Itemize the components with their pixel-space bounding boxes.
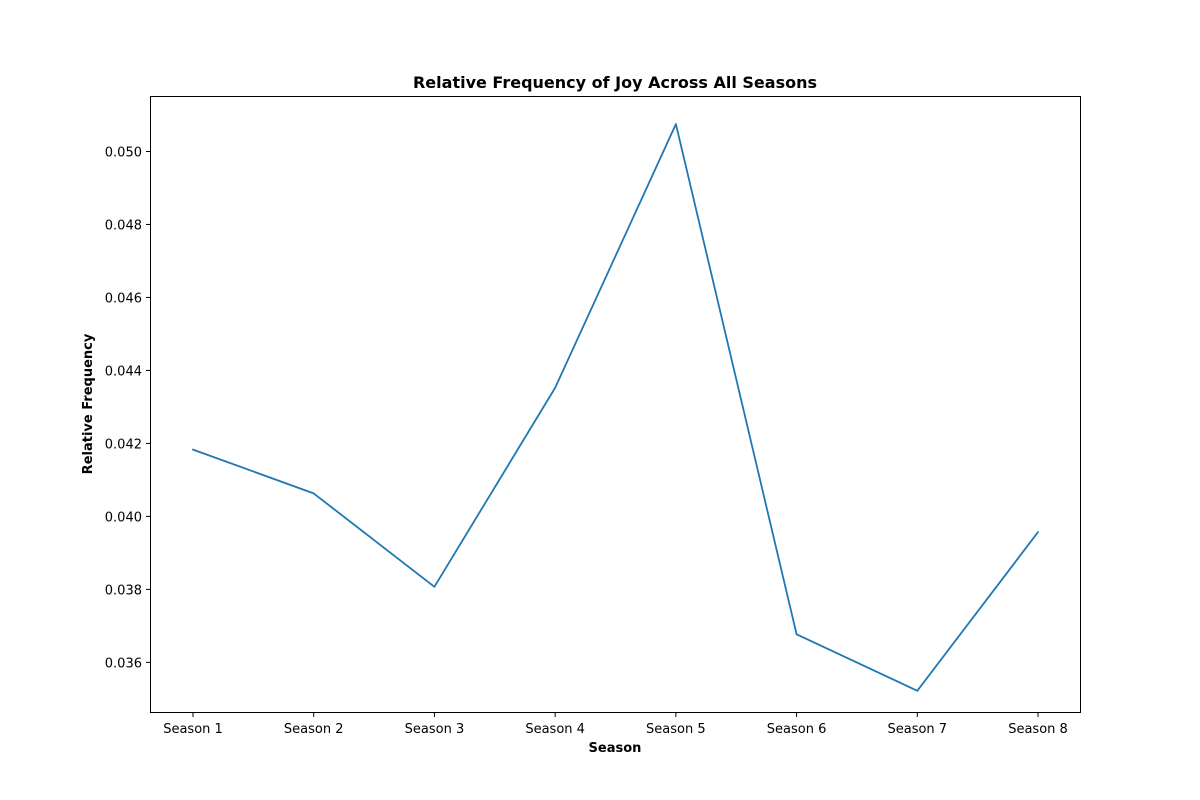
x-tick-label: Season 3 xyxy=(405,722,465,737)
x-tick-label: Season 7 xyxy=(887,722,947,737)
y-tick-label: 0.036 xyxy=(105,656,142,671)
y-tick-label: 0.040 xyxy=(105,510,142,525)
y-tick-label: 0.046 xyxy=(105,291,142,306)
plot-area-frame xyxy=(150,96,1081,713)
chart-title: Relative Frequency of Joy Across All Sea… xyxy=(413,73,817,92)
x-tick-label: Season 5 xyxy=(646,722,706,737)
x-tick-label: Season 4 xyxy=(525,722,585,737)
y-tick-label: 0.038 xyxy=(105,583,142,598)
x-tick-label: Season 6 xyxy=(767,722,827,737)
x-tick-label: Season 8 xyxy=(1008,722,1068,737)
y-tick-label: 0.050 xyxy=(105,145,142,160)
x-axis-label: Season xyxy=(589,741,642,756)
y-tick-label: 0.044 xyxy=(105,364,142,379)
series-line-joy xyxy=(192,123,1039,692)
y-tick-label: 0.048 xyxy=(105,218,142,233)
x-tick-label: Season 2 xyxy=(284,722,344,737)
y-tick-label: 0.042 xyxy=(105,437,142,452)
y-axis-label: Relative Frequency xyxy=(81,333,96,474)
y-axis: 0.036 0.038 0.040 0.042 0.044 0.046 0.048 0.050 xyxy=(105,145,151,671)
x-axis: Season 1 Season 2 Season 3 Season 4 Season 5… xyxy=(163,712,1068,737)
x-tick-label: Season 1 xyxy=(163,722,223,737)
